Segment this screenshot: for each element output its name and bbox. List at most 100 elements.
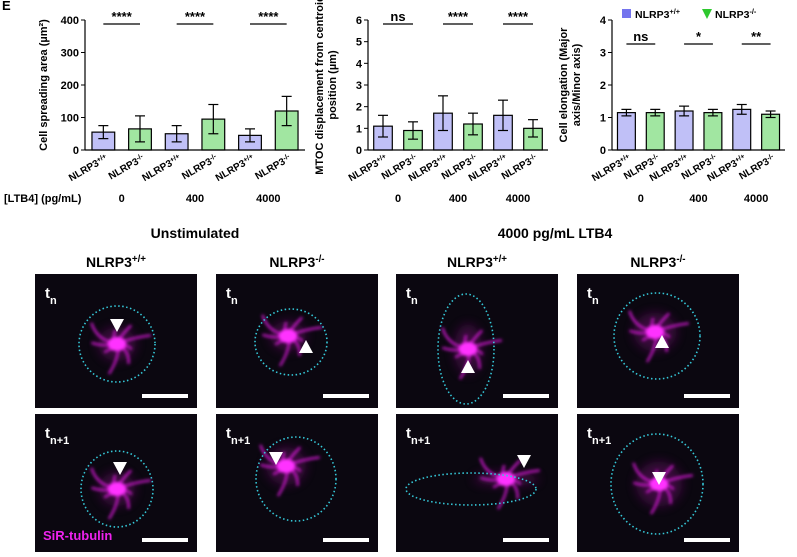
micrograph: tn	[577, 274, 739, 408]
superscript: +/+	[676, 153, 688, 164]
error-bar	[621, 108, 632, 117]
cell-outline	[80, 450, 154, 528]
panel-label: E	[2, 0, 11, 13]
arrowhead	[113, 462, 127, 475]
y-tick-label: 100	[61, 113, 79, 125]
y-tick-label: 3	[600, 48, 606, 60]
centrosome	[497, 472, 515, 486]
arrowhead	[517, 455, 531, 468]
superscript: -/-	[766, 152, 776, 162]
y-tick-label: 0	[73, 145, 79, 157]
superscript: +/+	[435, 153, 447, 164]
centrosome	[646, 325, 664, 339]
column-header: NLRP3-/-	[269, 254, 324, 271]
y-tick-label: 0	[356, 145, 362, 157]
time-label: tn+1	[587, 425, 611, 447]
x-tick-label: NLRP3+/+	[67, 153, 110, 184]
y-tick-label: 4	[356, 58, 363, 70]
error-bar	[281, 95, 292, 127]
group-label: 400	[186, 193, 204, 205]
centrosome	[279, 329, 297, 343]
superscript: -/-	[282, 152, 292, 162]
time-sub: n	[231, 295, 238, 307]
time-label: tn	[406, 285, 418, 307]
cell-outline	[613, 292, 701, 380]
y-tick-label: 200	[61, 80, 79, 92]
error-bar	[208, 103, 219, 135]
error-bar	[378, 114, 388, 138]
centrosome	[459, 342, 477, 356]
group-label: 0	[638, 193, 644, 205]
gene: NLRP3	[107, 156, 141, 182]
time-label: tn+1	[226, 425, 250, 447]
group-label: 400	[689, 193, 707, 205]
time-label: tn+1	[406, 425, 430, 447]
group-label: 4000	[744, 193, 768, 205]
cell-outline	[255, 436, 337, 522]
column-header: NLRP3+/+	[447, 254, 507, 271]
gene: NLRP3	[347, 158, 381, 184]
scale-bar	[503, 394, 549, 398]
significance-label: ****	[508, 9, 529, 24]
significance-label: ns	[390, 9, 405, 24]
gene: NLRP3	[590, 158, 624, 184]
group-label: 4000	[256, 193, 280, 205]
gene: NLRP3	[67, 158, 101, 184]
legend-label: NLRP3-/-	[715, 7, 757, 22]
y-axis-label: MTOC displacement from centroidposition …	[314, 0, 339, 175]
time-sub: n+1	[411, 435, 430, 447]
superscript: +/+	[242, 153, 254, 164]
bar	[616, 112, 636, 151]
micrograph: tn	[396, 274, 558, 408]
superscript: +/+	[618, 153, 630, 164]
superscript: +/+	[375, 153, 387, 164]
arrowhead	[269, 452, 283, 465]
bar	[645, 112, 665, 151]
stain-label: SiR-tubulin	[43, 528, 112, 543]
cell-outline	[78, 305, 156, 383]
scale-bar	[323, 538, 369, 542]
label-line: Cell elongation (Major	[558, 27, 570, 143]
x-tick-label: NLRP3-/-	[107, 152, 147, 182]
superscript: -/-	[408, 152, 418, 162]
time-sub: n	[50, 295, 57, 307]
y-tick-label: 300	[61, 48, 79, 60]
y-tick-label: 2	[356, 102, 362, 114]
scale-bar	[323, 394, 369, 398]
superscript: -/-	[208, 152, 218, 162]
scale-bar	[684, 538, 730, 542]
micrograph: tn	[216, 274, 378, 408]
gene: NLRP3	[630, 254, 676, 270]
time-label: tn	[587, 285, 599, 307]
error-bar	[528, 119, 538, 138]
bar	[761, 113, 781, 151]
error-bar	[468, 112, 478, 136]
superscript: -/-	[650, 152, 660, 162]
arrowhead	[461, 360, 475, 373]
gene: NLRP3	[635, 9, 670, 21]
error-bar	[438, 95, 448, 132]
superscript: -/-	[315, 254, 324, 265]
time-label: tn	[45, 285, 57, 307]
scale-bar	[503, 538, 549, 542]
significance-label: *	[696, 29, 702, 44]
y-tick-label: 400	[61, 15, 79, 27]
error-bar	[765, 110, 776, 119]
gene: NLRP3	[715, 9, 750, 21]
legend-marker	[622, 9, 631, 18]
arrowhead	[299, 340, 313, 353]
time-label: tn+1	[45, 425, 69, 447]
time-sub: n	[592, 295, 599, 307]
gene: NLRP3	[407, 158, 441, 184]
arrowhead	[110, 319, 124, 332]
centrosome	[277, 459, 295, 473]
centrosome	[108, 337, 126, 351]
group-label: 0	[119, 193, 125, 205]
x-tick-label: NLRP3-/-	[180, 152, 220, 182]
cell-outline	[254, 308, 328, 376]
superscript: -/-	[528, 152, 538, 162]
time-base: t	[45, 425, 50, 442]
x-tick-label: NLRP3+/+	[140, 153, 183, 184]
time-base: t	[226, 285, 231, 302]
